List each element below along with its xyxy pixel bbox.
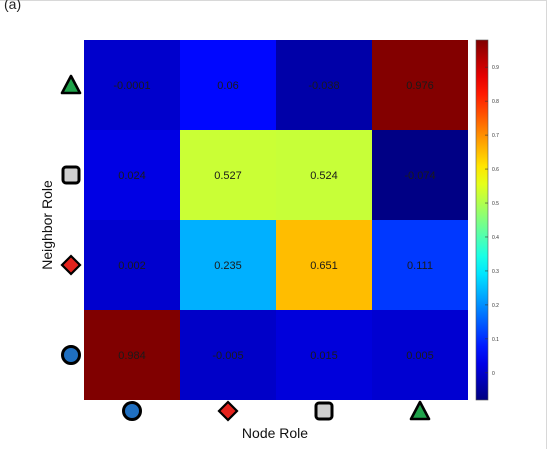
triangle-marker-icon — [409, 400, 431, 421]
triangle-shape — [60, 74, 82, 95]
colorbar-tick-label: 0.3 — [492, 269, 499, 275]
heatmap-cell — [180, 310, 276, 400]
cell-value-label: 0.002 — [118, 260, 146, 272]
y-axis-title: Neighbor Role — [39, 180, 55, 270]
heatmap-cell — [372, 130, 468, 220]
heatmap-cell-labels: 0.984 -0.005 0.015 0.005 0.002 0.235 0.651 0.11… — [113, 80, 435, 362]
heatmap-cell — [84, 310, 180, 400]
diamond-shape — [60, 254, 82, 276]
heatmap-cell — [276, 220, 372, 310]
triangle-shape — [409, 400, 431, 421]
cell-value-label: 0.005 — [406, 350, 434, 362]
square-shape — [61, 165, 81, 185]
cell-value-label: -0.038 — [308, 80, 339, 92]
heatmap-cell — [84, 220, 180, 310]
y-axis-markers — [60, 74, 82, 365]
colorbar-bar — [475, 39, 489, 401]
cell-value-label: 0.976 — [406, 80, 434, 92]
diamond-marker-icon — [60, 254, 82, 276]
panel-label: (a) — [4, 0, 22, 12]
cell-value-label: -0.074 — [404, 170, 435, 182]
cell-value-label: 0.527 — [214, 170, 242, 182]
colorbar-tick-label: 0.4 — [492, 235, 499, 241]
circle-shape — [61, 345, 81, 365]
colorbar-tick-label: 0.5 — [492, 201, 499, 207]
cell-value-label: 0.024 — [118, 170, 146, 182]
cell-value-label: -0.005 — [212, 350, 243, 362]
square-shape — [314, 401, 334, 421]
colorbar-tick-label: 0.6 — [492, 167, 499, 173]
heatmap-cell — [180, 220, 276, 310]
square-marker-icon — [61, 165, 81, 185]
heatmap-cell — [372, 220, 468, 310]
heatmap-cell — [372, 40, 468, 130]
cell-value-label: 0.984 — [118, 350, 146, 362]
heatmap-cell — [276, 310, 372, 400]
cell-value-label: -0.0001 — [113, 80, 150, 92]
circle-shape — [122, 401, 142, 421]
colorbar-tick-label: 0.1 — [492, 337, 499, 343]
circle-marker-icon — [122, 401, 142, 421]
frame-top-edge — [0, 0, 547, 1]
cell-value-label: 0.524 — [310, 170, 338, 182]
cell-value-label: 0.015 — [310, 350, 338, 362]
x-axis-markers — [122, 400, 431, 422]
x-axis-title: Node Role — [242, 425, 308, 441]
cell-value-label: 0.111 — [407, 260, 433, 272]
cell-value-label: 0.235 — [214, 260, 242, 272]
colorbar-tick-label: 0.7 — [492, 133, 499, 139]
colorbar-tick-label: 0.9 — [492, 65, 499, 71]
colorbar-tick-label: 0 — [492, 371, 495, 377]
cell-value-label: 0.06 — [217, 80, 238, 92]
heatmap-cell — [276, 40, 372, 130]
colorbar: 0 0.1 0.2 0.3 0.4 0.5 0.6 0.7 0.8 0.9 — [475, 39, 499, 401]
heatmap-cell — [180, 40, 276, 130]
square-marker-icon — [314, 401, 334, 421]
heatmap-cell — [276, 130, 372, 220]
heatmap-cell — [372, 310, 468, 400]
colorbar-tick-label: 0.8 — [492, 99, 499, 105]
triangle-marker-icon — [60, 74, 82, 95]
circle-marker-icon — [61, 345, 81, 365]
cell-value-label: 0.651 — [310, 260, 338, 272]
heatmap-cells — [84, 40, 468, 400]
heatmap-cell — [84, 40, 180, 130]
diamond-marker-icon — [217, 400, 239, 422]
diamond-shape — [217, 400, 239, 422]
colorbar-tick-label: 0.2 — [492, 303, 499, 309]
heatmap-cell — [180, 130, 276, 220]
heatmap-cell — [84, 130, 180, 220]
